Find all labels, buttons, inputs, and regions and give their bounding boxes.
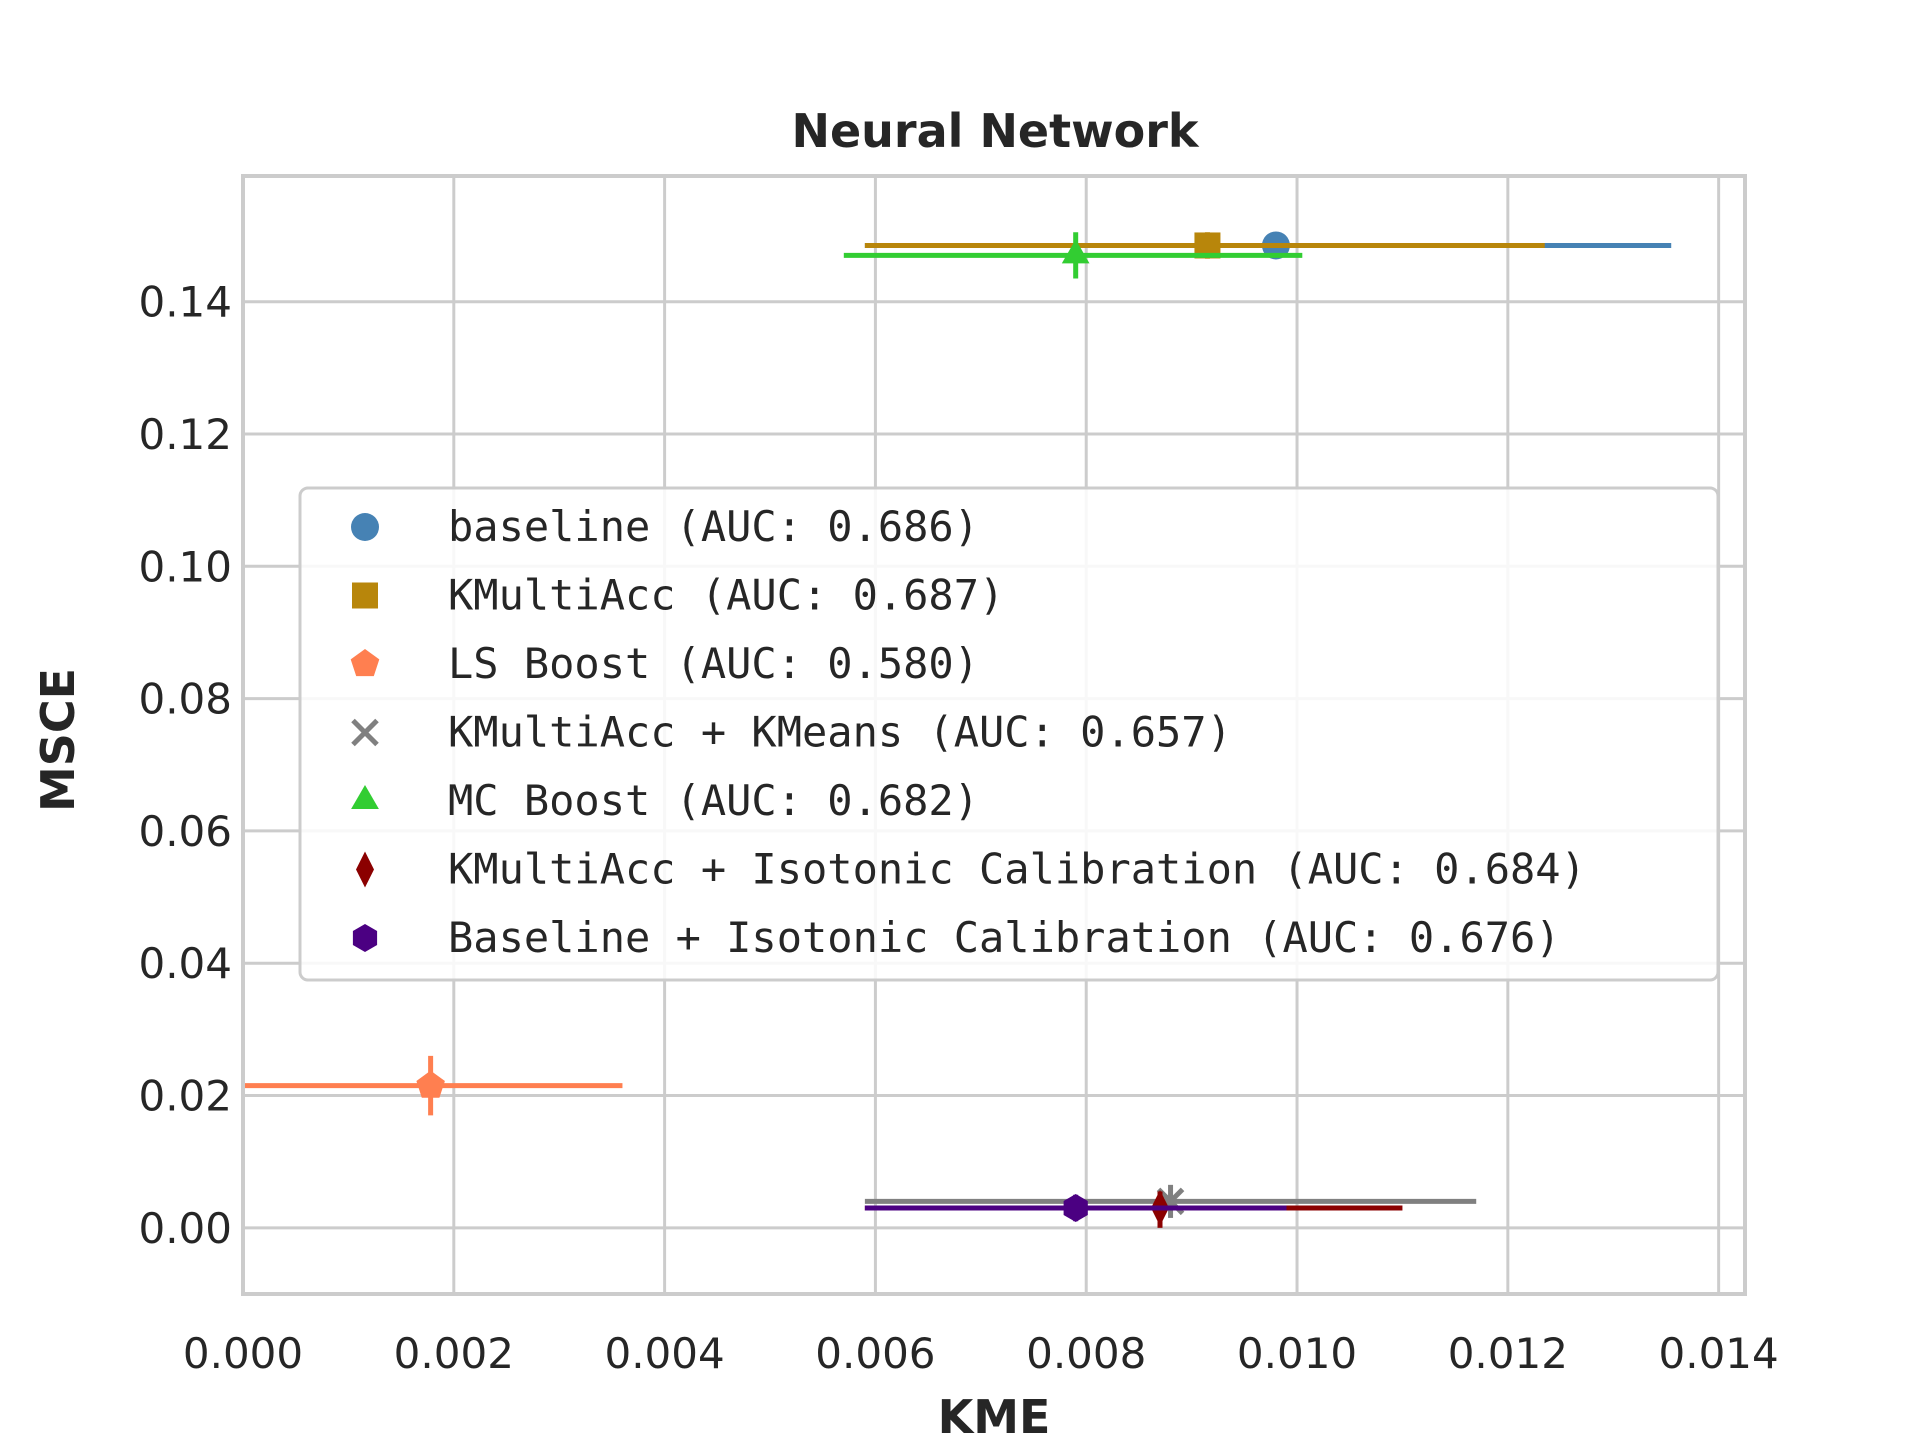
y-axis-ticks: 0.00 0.02 0.04 0.06 0.08 0.10 0.12 0.14 — [138, 278, 232, 1253]
legend-marker — [351, 785, 379, 809]
y-tick-label: 0.14 — [138, 278, 232, 327]
y-tick-label: 0.06 — [138, 807, 232, 856]
y-tick-label: 0.02 — [138, 1072, 232, 1121]
legend-item: KMultiAcc (AUC: 0.687) — [352, 571, 1004, 620]
plot-area — [243, 231, 1672, 1228]
y-tick-label: 0.08 — [138, 675, 232, 724]
x-tick-label: 0.010 — [1237, 1329, 1357, 1378]
legend-item: KMultiAcc + Isotonic Calibration (AUC: 0… — [356, 845, 1586, 894]
series-4 — [864, 1184, 1477, 1218]
x-axis-ticks: 0.000 0.002 0.004 0.006 0.008 0.010 0.012 0.014 — [183, 1329, 1779, 1378]
series-5 — [843, 232, 1303, 279]
x-axis-label: KME — [938, 1390, 1051, 1440]
legend-marker — [352, 924, 378, 952]
legend-item: MC Boost (AUC: 0.682) — [351, 776, 979, 825]
series-7 — [864, 1194, 1287, 1222]
data-point-marker — [1061, 239, 1090, 264]
legend-marker — [351, 718, 379, 747]
legend-box — [298, 486, 1720, 982]
legend-item: KMultiAcc + KMeans (AUC: 0.657) — [351, 708, 1232, 757]
legend-label: baseline (AUC: 0.686) — [448, 502, 979, 551]
y-tick-label: 0.00 — [138, 1204, 232, 1253]
legend: baseline (AUC: 0.686) KMultiAcc (AUC: 0.6… — [298, 486, 1720, 982]
data-point-marker — [416, 1070, 445, 1098]
y-tick-label: 0.04 — [138, 939, 232, 988]
legend-item: Baseline + Isotonic Calibration (AUC: 0.… — [352, 913, 1561, 962]
legend-label: Baseline + Isotonic Calibration (AUC: 0.… — [448, 913, 1561, 962]
x-tick-label: 0.012 — [1448, 1329, 1568, 1378]
x-tick-label: 0.000 — [183, 1329, 303, 1378]
chart-title: Neural Network — [791, 104, 1199, 158]
plot-frame — [241, 174, 1747, 1296]
legend-label: KMultiAcc (AUC: 0.687) — [448, 571, 1004, 620]
legend-label: KMultiAcc + KMeans (AUC: 0.657) — [448, 708, 1232, 757]
legend-item: LS Boost (AUC: 0.580) — [350, 639, 979, 688]
y-tick-label: 0.12 — [138, 410, 232, 459]
legend-marker — [352, 582, 378, 609]
y-tick-label: 0.10 — [138, 542, 232, 591]
legend-marker — [350, 649, 380, 677]
x-tick-label: 0.008 — [1026, 1329, 1146, 1378]
x-tick-label: 0.002 — [394, 1329, 514, 1378]
y-axis-label: MSCE — [31, 668, 85, 812]
legend-label: MC Boost (AUC: 0.682) — [448, 776, 979, 825]
x-tick-label: 0.004 — [604, 1329, 724, 1378]
x-tick-label: 0.006 — [815, 1329, 935, 1378]
legend-marker — [356, 851, 374, 888]
legend-item: baseline (AUC: 0.686) — [351, 502, 979, 551]
data-point-marker — [1063, 1194, 1088, 1222]
series-3 — [243, 1055, 623, 1116]
legend-label: KMultiAcc + Isotonic Calibration (AUC: 0… — [448, 845, 1586, 894]
legend-label: LS Boost (AUC: 0.580) — [448, 639, 979, 688]
x-tick-label: 0.014 — [1659, 1329, 1779, 1378]
legend-marker — [351, 513, 379, 541]
